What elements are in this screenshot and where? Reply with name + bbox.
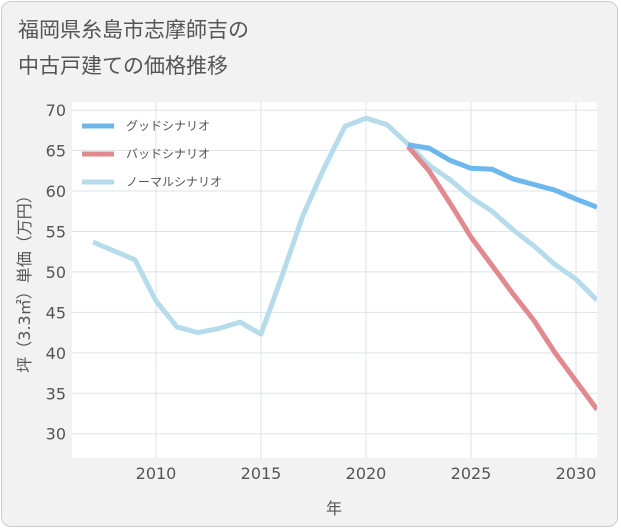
y-tick-label: 40 bbox=[46, 344, 66, 363]
legend-label: バッドシナリオ bbox=[126, 147, 210, 161]
legend-label: グッドシナリオ bbox=[126, 119, 210, 133]
x-axis-label: 年 bbox=[326, 499, 342, 518]
x-tick-label: 2020 bbox=[346, 464, 387, 483]
chart-title: 福岡県糸島市志摩師吉の 中古戸建ての価格推移 bbox=[18, 18, 249, 78]
series-line-1 bbox=[406, 144, 597, 411]
grid-lines bbox=[72, 102, 597, 458]
x-tick-label: 2015 bbox=[241, 464, 282, 483]
plot-area bbox=[72, 102, 597, 458]
x-tick-labels: 2010 2015 2020 2025 2030 bbox=[136, 464, 597, 483]
y-tick-labels: 30 35 40 45 50 55 60 65 70 bbox=[46, 101, 66, 444]
series-line-2 bbox=[92, 115, 597, 337]
y-tick-label: 45 bbox=[46, 303, 66, 322]
x-tick-label: 2025 bbox=[451, 464, 492, 483]
legend-label: ノーマルシナリオ bbox=[126, 175, 222, 189]
y-tick-label: 35 bbox=[46, 384, 66, 403]
y-tick-label: 30 bbox=[46, 425, 66, 444]
x-tick-label: 2030 bbox=[556, 464, 597, 483]
y-axis-label: 坪（3.3㎡）単価（万円） bbox=[15, 187, 34, 372]
y-tick-label: 65 bbox=[46, 142, 66, 161]
y-tick-label: 60 bbox=[46, 182, 66, 201]
y-tick-label: 55 bbox=[46, 222, 66, 241]
y-tick-label: 50 bbox=[46, 263, 66, 282]
series-lines bbox=[92, 115, 597, 411]
y-tick-label: 70 bbox=[46, 101, 66, 120]
x-tick-label: 2010 bbox=[136, 464, 177, 483]
series-line-0 bbox=[407, 142, 597, 210]
